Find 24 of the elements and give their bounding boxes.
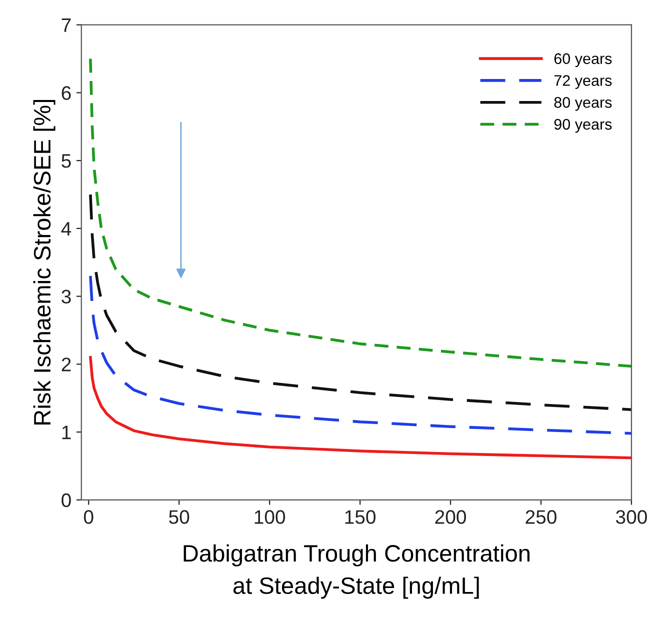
x-tick-label: 300 [616,510,647,524]
line-series [89,274,632,435]
x-tick-label: 200 [435,510,466,524]
legend-label: 60 years [554,53,612,68]
y-tick-label: 4 [61,222,72,236]
y-tick-label: 2 [62,358,71,372]
x-axis-title: Dabigatran Trough Concentration at Steady-State [ng/mL] [184,544,530,599]
x-tick-label: 0 [84,510,94,524]
y-tick-label: 1 [62,426,71,440]
y-tick-label: 7 [62,18,71,32]
y-tick-label: 5 [62,154,71,168]
x-tick-label: 250 [526,510,556,524]
legend-label: 80 years [554,97,612,111]
line-series [89,193,632,412]
line-series [89,356,632,460]
y-tick-label: 6 [62,86,71,100]
y-axis-title: Risk Ischaemic Stroke/SEE [%] [33,100,56,424]
x-tick-label: 100 [254,510,286,524]
legend-label: 72 years [554,75,612,89]
legend-label: 90 years [554,118,612,133]
y-tick-label: 0 [62,493,71,508]
x-tick-label: 50 [169,510,190,524]
y-tick-label: 3 [62,290,71,304]
x-tick-label: 150 [345,510,376,524]
